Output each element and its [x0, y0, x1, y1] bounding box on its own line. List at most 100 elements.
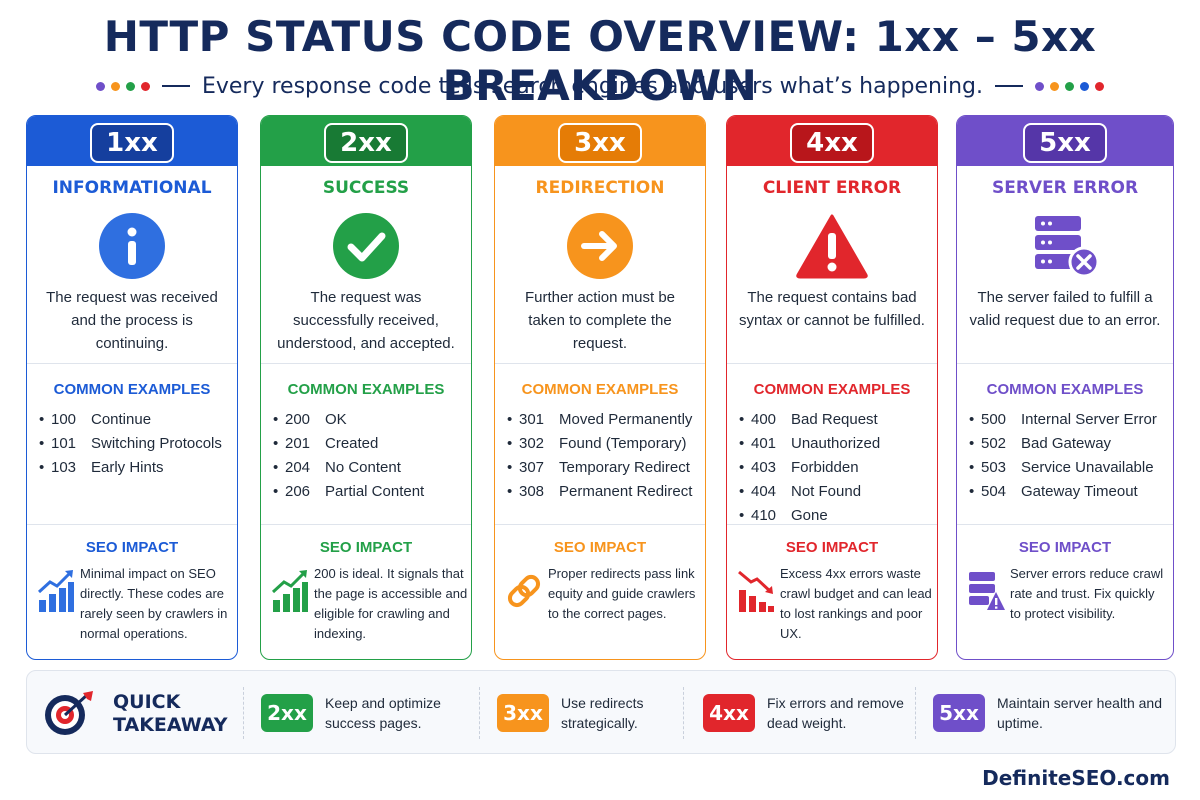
arrow-right-circle-icon — [495, 206, 705, 286]
takeaway-item-4xx: 4xx Fix errors and remove dead weight. — [703, 691, 917, 735]
description: The request contains bad syntax or canno… — [739, 289, 925, 329]
takeaway-text: Keep and optimize success pages. — [325, 695, 441, 731]
divider — [495, 363, 705, 364]
subtitle-row: Every response code tells search engines… — [0, 72, 1200, 100]
page-title: HTTP STATUS CODE OVERVIEW: 1xx – 5xx BRE… — [103, 12, 1097, 110]
seo-title: SEO IMPACT — [1018, 539, 1112, 556]
description: Further action must be taken to complete… — [524, 289, 676, 352]
bar-chart-up-icon — [37, 570, 74, 612]
card-header: 2xx — [261, 116, 471, 166]
card-header: 5xx — [957, 116, 1173, 166]
seo-text: Minimal impact on SEO directly. These co… — [80, 566, 228, 641]
examples-list: • 301 Moved Permanently • 302 Found (Tempora… — [507, 408, 702, 504]
list-item: • 503 Service Unavailable — [969, 459, 1154, 476]
takeaway-badge: 3xx — [497, 694, 549, 732]
footer-brand: DefiniteSEO.com — [982, 766, 1170, 790]
examples-list: • 500 Internal Server Error • 502 Bad Gatewa… — [969, 408, 1173, 504]
bar-chart-down-icon — [738, 570, 774, 612]
description: The request was received and the process… — [46, 289, 218, 352]
examples-list: • 100 Continue • 101 Switching Protocols • 10… — [39, 408, 234, 480]
takeaway-badge: 2xx — [261, 694, 313, 732]
examples-list: • 200 OK • 201 Created • 204 No Content • 206 Pa… — [273, 408, 468, 504]
takeaway-item-3xx: 3xx Use redirects strategically. — [497, 691, 681, 735]
list-item: • 101 Switching Protocols — [39, 435, 222, 452]
card-5xx: 5xx SERVER ERROR The server failed to fu… — [956, 115, 1174, 660]
info-icon — [27, 206, 237, 286]
dot — [95, 81, 105, 91]
divider — [727, 524, 937, 525]
description: The request was successfully received, u… — [277, 289, 455, 352]
takeaway-badge: 4xx — [703, 694, 755, 732]
category-title: CLIENT ERROR — [762, 178, 902, 198]
dot — [110, 81, 120, 91]
takeaway-text: Maintain server health and uptime. — [997, 695, 1162, 731]
examples-title: COMMON EXAMPLES — [287, 381, 445, 398]
code-badge: 5xx — [1023, 123, 1107, 163]
dot — [140, 81, 150, 91]
code-badge: 3xx — [558, 123, 642, 163]
dot — [1095, 81, 1105, 91]
list-item: • 401 Unauthorized — [739, 435, 881, 452]
list-item: • 400 Bad Request — [739, 411, 878, 428]
list-item: • 500 Internal Server Error — [969, 411, 1157, 428]
divider — [479, 687, 480, 739]
list-item: • 308 Permanent Redirect — [507, 483, 693, 500]
takeaway-badge: 5xx — [933, 694, 985, 732]
description: The server failed to fulfill a valid req… — [969, 289, 1161, 329]
dash-left — [161, 85, 190, 87]
color-dots-left — [95, 81, 150, 91]
category-title: SUCCESS — [322, 178, 410, 198]
card-4xx: 4xx CLIENT ERROR The request contains ba… — [726, 115, 938, 660]
server-warning-icon — [969, 572, 1005, 610]
divider — [683, 687, 684, 739]
status-cards: 1xx INFORMATIONAL The request was receiv… — [26, 115, 1176, 660]
list-item: • 100 Continue — [39, 411, 152, 428]
list-item: • 302 Found (Temporary) — [507, 435, 687, 452]
card-header: 3xx — [495, 116, 705, 166]
server-error-icon — [957, 206, 1173, 286]
card-3xx: 3xx REDIRECTION Further action must be t… — [494, 115, 706, 660]
divider — [915, 687, 916, 739]
code-badge: 1xx — [90, 123, 174, 163]
examples-title: COMMON EXAMPLES — [53, 381, 211, 398]
takeaway-item-5xx: 5xx Maintain server health and uptime. — [933, 691, 1165, 735]
list-item: • 301 Moved Permanently — [507, 411, 693, 428]
seo-title: SEO IMPACT — [785, 539, 879, 556]
list-item: • 404 Not Found — [739, 483, 862, 500]
seo-title: SEO IMPACT — [319, 539, 413, 556]
warning-triangle-icon — [727, 206, 937, 286]
divider — [495, 524, 705, 525]
list-item: • 201 Created — [273, 435, 379, 452]
card-1xx: 1xx INFORMATIONAL The request was receiv… — [26, 115, 238, 660]
code-badge: 2xx — [324, 123, 408, 163]
target-icon — [45, 691, 93, 735]
code-badge: 4xx — [790, 123, 874, 163]
list-item: • 200 OK — [273, 411, 347, 428]
seo-title: SEO IMPACT — [553, 539, 647, 556]
takeaway-text: Fix errors and remove dead weight. — [767, 695, 904, 731]
dot — [1050, 81, 1060, 91]
list-item: • 307 Temporary Redirect — [507, 459, 690, 476]
list-item: • 504 Gateway Timeout — [969, 483, 1138, 500]
divider — [243, 687, 244, 739]
divider — [727, 363, 937, 364]
dot — [1065, 81, 1075, 91]
card-2xx: 2xx SUCCESS The request was successfully… — [260, 115, 472, 660]
examples-title: COMMON EXAMPLES — [986, 381, 1144, 398]
seo-text: Server errors reduce crawl rate and trus… — [1010, 566, 1164, 621]
divider — [27, 524, 237, 525]
card-header: 4xx — [727, 116, 937, 166]
divider — [261, 363, 471, 364]
list-item: • 204 No Content — [273, 459, 401, 476]
takeaway-text: Use redirects strategically. — [561, 695, 644, 731]
seo-text: Proper redirects pass link equity and gu… — [548, 566, 696, 621]
seo-text: Excess 4xx errors waste crawl budget and… — [780, 566, 932, 641]
list-item: • 502 Bad Gateway — [969, 435, 1112, 452]
color-dots-right — [1035, 81, 1105, 91]
list-item: • 403 Forbidden — [739, 459, 859, 476]
quick-takeaway-panel: QUICK TAKEAWAY 2xx Keep and optimize suc… — [26, 670, 1176, 754]
takeaway-item-2xx: 2xx Keep and optimize success pages. — [261, 691, 475, 735]
link-icon — [507, 574, 541, 608]
list-item: • 410 Gone — [739, 507, 828, 524]
list-item: • 206 Partial Content — [273, 483, 425, 500]
